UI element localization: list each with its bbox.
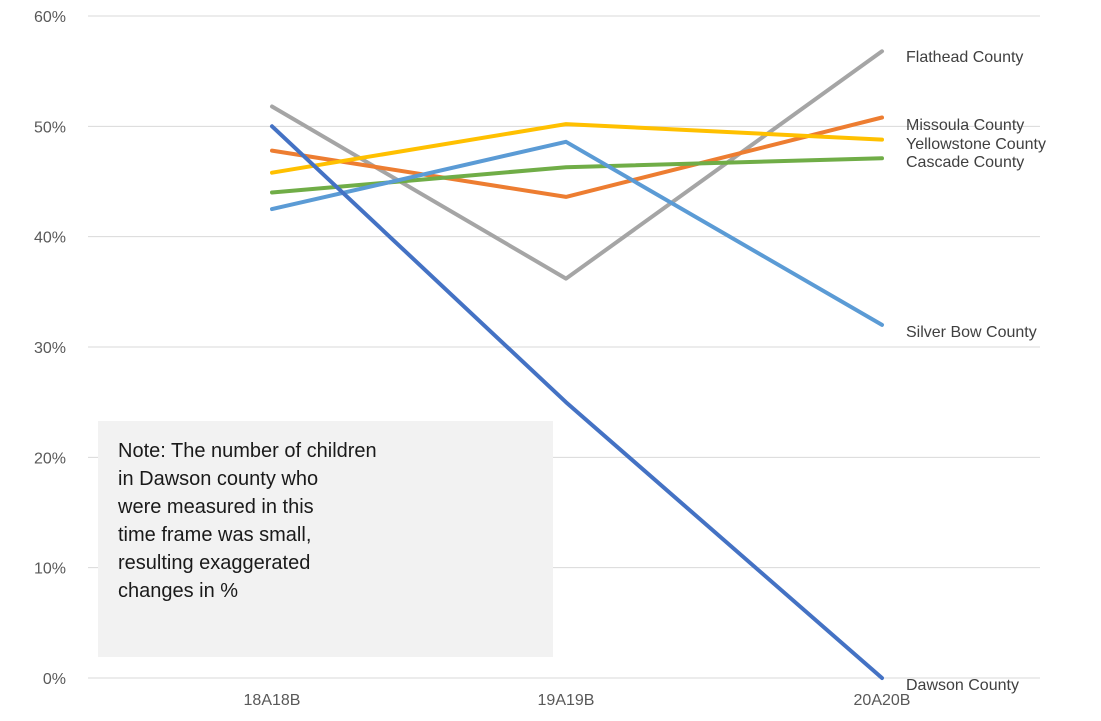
note-line: changes in %	[118, 580, 239, 602]
y-tick-label: 50%	[34, 119, 66, 136]
x-axis-ticks: 18A18B 19A19B 20A20B	[244, 692, 911, 709]
note-line: time frame was small,	[118, 524, 312, 546]
series-line	[270, 49, 884, 281]
x-tick-label: 20A20B	[854, 692, 911, 709]
series-line	[270, 156, 884, 195]
series-label: Flathead County	[906, 49, 1023, 66]
note-annotation-box: Note: The number of children in Dawson c…	[98, 421, 553, 657]
series-line	[270, 115, 884, 199]
y-tick-label: 0%	[43, 671, 66, 688]
series-label: Cascade County	[906, 154, 1024, 171]
series-label: Dawson County	[906, 677, 1019, 694]
series-labels: Flathead County Missoula County Yellowston…	[906, 49, 1046, 694]
y-axis-ticks: 0% 10% 20% 30% 40% 50% 60%	[34, 9, 66, 688]
x-tick-label: 18A18B	[244, 692, 301, 709]
x-tick-label: 19A19B	[538, 692, 595, 709]
y-tick-label: 60%	[34, 9, 66, 26]
series-line	[270, 124, 884, 680]
note-line: resulting exaggerated	[118, 552, 311, 574]
series-label: Missoula County	[906, 117, 1024, 134]
series-lines	[270, 49, 884, 680]
series-line	[270, 122, 884, 175]
note-line: were measured in this	[118, 496, 314, 518]
y-tick-label: 30%	[34, 340, 66, 357]
y-tick-label: 10%	[34, 561, 66, 578]
series-label: Yellowstone County	[906, 136, 1046, 153]
series-line	[270, 139, 884, 327]
series-label: Silver Bow County	[906, 324, 1037, 341]
y-tick-label: 40%	[34, 230, 66, 247]
y-tick-label: 20%	[34, 450, 66, 467]
note-line: in Dawson county who	[118, 468, 319, 490]
note-line: Note: The number of children	[118, 440, 377, 462]
